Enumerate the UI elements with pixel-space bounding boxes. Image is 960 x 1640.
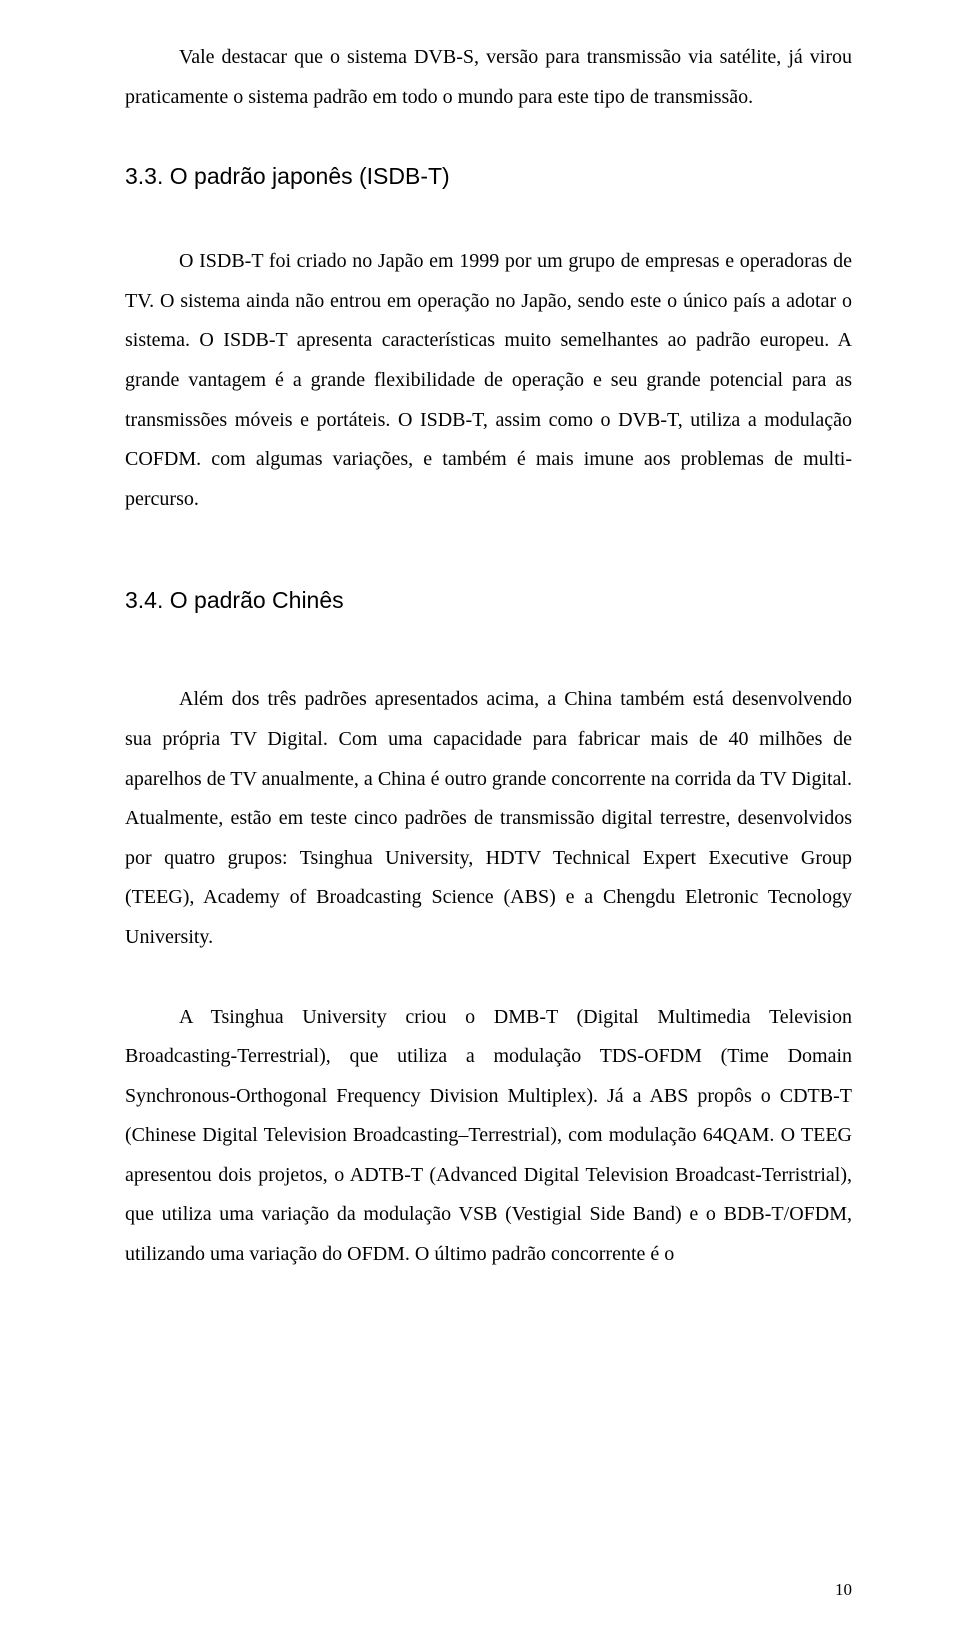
paragraph-china-1: Além dos três padrões apresentados acima… — [125, 680, 852, 957]
page-number: 10 — [835, 1580, 852, 1600]
document-page: Vale destacar que o sistema DVB-S, versã… — [0, 0, 960, 1640]
heading-3-4: 3.4. O padrão Chinês — [125, 587, 852, 614]
paragraph-china-2: A Tsinghua University criou o DMB-T (Dig… — [125, 998, 852, 1275]
paragraph-intro: Vale destacar que o sistema DVB-S, versã… — [125, 38, 852, 117]
paragraph-isdbt: O ISDB-T foi criado no Japão em 1999 por… — [125, 242, 852, 519]
heading-3-3: 3.3. O padrão japonês (ISDB-T) — [125, 163, 852, 190]
